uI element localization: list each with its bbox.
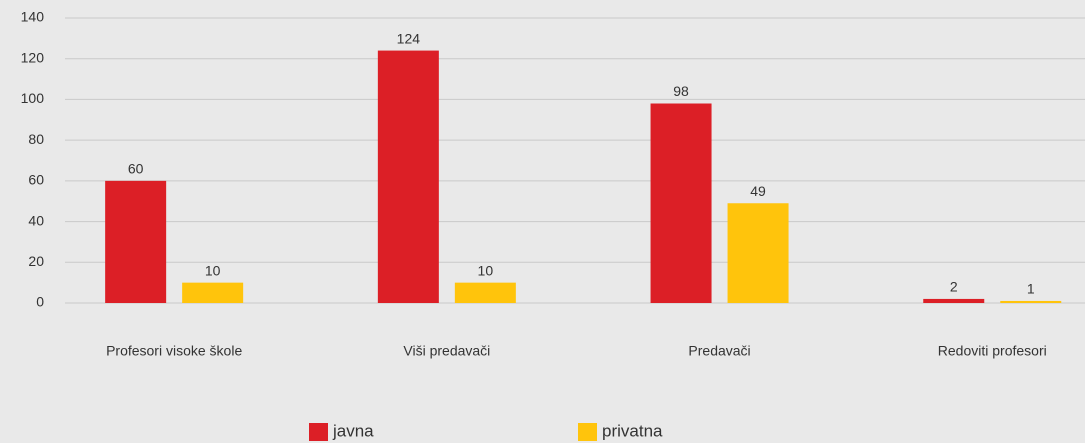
bar xyxy=(454,282,516,303)
value-label: 124 xyxy=(397,30,421,46)
y-tick-label: 80 xyxy=(28,131,44,147)
value-label: 1 xyxy=(1027,281,1035,297)
y-tick-label: 120 xyxy=(21,49,45,65)
y-tick-label: 60 xyxy=(28,172,44,188)
x-tick-label: Redoviti profesori xyxy=(938,343,1047,359)
value-label: 98 xyxy=(673,83,689,99)
value-label: 49 xyxy=(750,183,766,199)
y-tick-label: 0 xyxy=(36,294,44,310)
legend-label: privatna xyxy=(602,421,663,440)
y-tick-label: 100 xyxy=(21,90,45,106)
x-tick-label: Viši predavači xyxy=(403,343,490,359)
value-label: 10 xyxy=(205,262,221,278)
bar xyxy=(182,282,244,303)
legend-swatch xyxy=(309,423,328,441)
bar xyxy=(727,203,789,303)
bar xyxy=(105,180,167,303)
bar xyxy=(377,50,439,304)
legend-label: javna xyxy=(332,421,374,440)
y-tick-label: 20 xyxy=(28,253,44,269)
value-label: 10 xyxy=(478,262,494,278)
bar xyxy=(923,298,985,303)
y-tick-label: 40 xyxy=(28,212,44,228)
bar xyxy=(650,103,712,303)
bar xyxy=(1000,300,1062,303)
x-tick-label: Profesori visoke škole xyxy=(106,343,242,359)
legend-swatch xyxy=(578,423,597,441)
value-label: 60 xyxy=(128,161,144,177)
value-label: 2 xyxy=(950,279,958,295)
x-tick-label: Predavači xyxy=(688,343,750,359)
y-tick-label: 140 xyxy=(21,9,45,25)
